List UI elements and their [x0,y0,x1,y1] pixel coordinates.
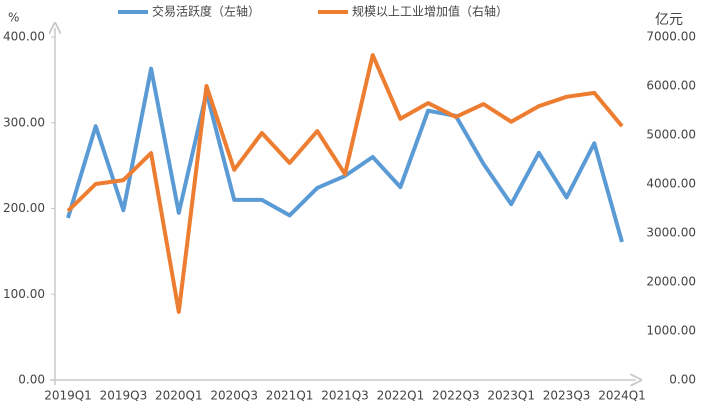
x-tick-label: 2023Q3 [543,389,591,403]
y2-tick-label: 2000.00 [646,275,696,289]
y2-tick-label: 1000.00 [646,324,696,338]
x-tick-label: 2023Q1 [487,389,535,403]
y2-tick-label: 6000.00 [646,79,696,93]
x-tick-label: 2022Q3 [432,389,480,403]
x-tick-label: 2020Q3 [210,389,258,403]
y-tick-label: 300.00 [3,115,45,129]
y2-tick-label: 5000.00 [646,128,696,142]
x-tick-label: 2022Q1 [377,389,425,403]
x-tick-label: 2021Q3 [321,389,369,403]
y-tick-label: 0.00 [18,373,45,387]
x-tick-label: 2019Q1 [44,389,92,403]
legend-label: 规模以上工业增加值（右轴） [352,4,508,19]
y-tick-label: 400.00 [3,30,45,44]
y2-tick-label: 3000.00 [646,226,696,240]
x-tick-label: 2020Q1 [155,389,203,403]
y-tick-label: 100.00 [3,287,45,301]
y2-tick-label: 4000.00 [646,177,696,191]
y2-tick-label: 0.00 [669,373,696,387]
x-tick-label: 2019Q3 [100,389,148,403]
series-line [66,53,624,314]
y2-tick-label: 7000.00 [646,30,696,44]
x-tick-label: 2021Q1 [266,389,314,403]
legend-label: 交易活跃度（左轴） [152,4,260,19]
x-tick-label: 2024Q1 [598,389,646,403]
y-axis-label: % [8,11,19,25]
y2-axis-label: 亿元 [655,12,683,28]
y-tick-label: 200.00 [3,201,45,215]
